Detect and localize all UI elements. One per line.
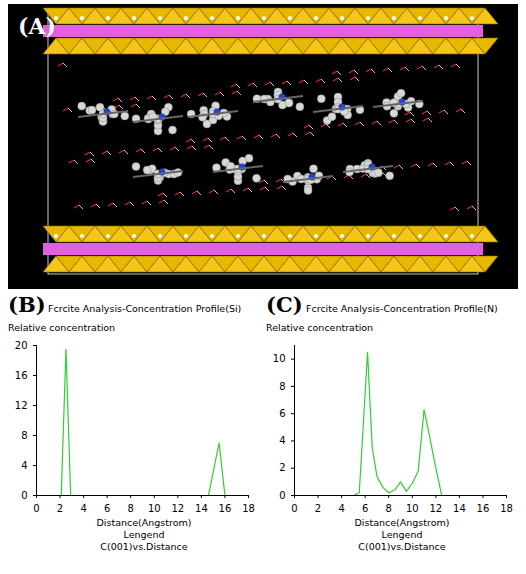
svg-text:(A): (A)	[18, 13, 56, 39]
svg-text:12: 12	[429, 503, 442, 514]
html-text:Distance(Angstrom): Distance(Angstrom)	[96, 517, 192, 528]
svg-text:2: 2	[279, 462, 285, 473]
svg-text:12: 12	[15, 400, 28, 411]
svg-text:4: 4	[338, 503, 344, 514]
html-text:Lengend: Lengend	[123, 529, 165, 540]
svg-text:6: 6	[362, 503, 368, 514]
svg-text:18: 18	[242, 503, 255, 514]
svg-text:16: 16	[477, 503, 490, 514]
svg-text:8: 8	[279, 381, 285, 392]
svg-text:20: 20	[15, 340, 28, 351]
html-text:Fcrcite Analysis-Concentration: Fcrcite Analysis-Concentration Profile(S…	[48, 303, 242, 314]
svg-text:4: 4	[21, 460, 27, 471]
html-text:Distance(Angstrom): Distance(Angstrom)	[354, 517, 450, 528]
svg-text:14: 14	[453, 503, 466, 514]
svg-text:16: 16	[219, 503, 232, 514]
html-text:C(001)vs.Distance: C(001)vs.Distance	[100, 541, 188, 552]
svg-text:10: 10	[273, 353, 286, 364]
svg-text:0: 0	[279, 490, 285, 501]
svg-text:16: 16	[15, 370, 28, 381]
svg-text:14: 14	[195, 503, 208, 514]
svg-text:8: 8	[21, 430, 27, 441]
html-text:Relative concentration: Relative concentration	[8, 322, 116, 333]
html-text:(C): (C)	[266, 292, 303, 317]
svg-text:10: 10	[406, 503, 419, 514]
svg-text:6: 6	[104, 503, 110, 514]
html-text:Relative concentration: Relative concentration	[266, 322, 374, 333]
svg-text:6: 6	[279, 408, 285, 419]
svg-text:4: 4	[279, 435, 285, 446]
svg-text:8: 8	[128, 503, 134, 514]
svg-text:0: 0	[21, 490, 27, 501]
svg-text:18: 18	[500, 503, 513, 514]
svg-text:2: 2	[315, 503, 321, 514]
svg-text:8: 8	[386, 503, 392, 514]
svg-text:0: 0	[291, 503, 297, 514]
html-text:Lengend: Lengend	[381, 529, 423, 540]
html-text:C(001)vs.Distance: C(001)vs.Distance	[358, 541, 446, 552]
svg-text:2: 2	[57, 503, 63, 514]
html-text:(B): (B)	[8, 292, 46, 317]
svg-text:12: 12	[171, 503, 184, 514]
html-text:Fcrcite Analysis-Concentration: Fcrcite Analysis-Concentration Profile(N…	[306, 303, 498, 314]
svg-text:0: 0	[33, 503, 39, 514]
svg-text:4: 4	[80, 503, 86, 514]
svg-text:10: 10	[148, 503, 161, 514]
